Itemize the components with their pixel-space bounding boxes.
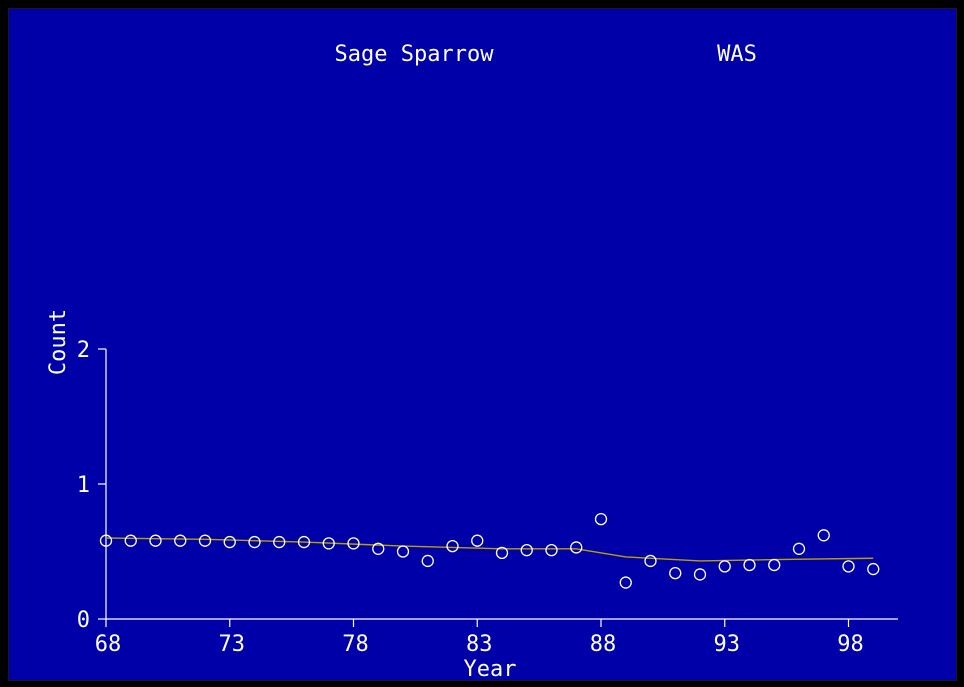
data-point bbox=[495, 546, 509, 559]
data-point bbox=[347, 537, 360, 550]
x-tick-label: 88 bbox=[590, 632, 617, 657]
y-axis-label: Count bbox=[46, 309, 71, 375]
data-point bbox=[471, 534, 484, 547]
x-tick-label: 68 bbox=[95, 632, 122, 657]
data-point bbox=[520, 544, 533, 557]
data-point bbox=[545, 544, 558, 557]
data-point bbox=[446, 539, 459, 553]
data-point bbox=[594, 512, 608, 526]
data-point bbox=[867, 562, 880, 576]
x-tick-label: 78 bbox=[342, 632, 369, 657]
plot-frame bbox=[8, 8, 957, 681]
data-point bbox=[174, 534, 187, 547]
data-point bbox=[693, 568, 707, 581]
trend-line bbox=[105, 537, 874, 562]
y-tick-label: 2 bbox=[77, 338, 90, 363]
data-point bbox=[248, 535, 261, 549]
data-point bbox=[644, 554, 657, 568]
data-point bbox=[718, 560, 731, 573]
data-point bbox=[792, 542, 806, 555]
x-tick-label: 83 bbox=[466, 632, 493, 657]
data-point bbox=[223, 535, 236, 549]
data-point bbox=[842, 560, 855, 573]
data-point bbox=[743, 558, 756, 572]
x-tick-label: 93 bbox=[714, 632, 741, 657]
data-point bbox=[669, 566, 682, 580]
trend-line-path bbox=[105, 537, 874, 562]
data-point bbox=[396, 545, 410, 558]
y-tick-label: 1 bbox=[77, 473, 90, 498]
data-point bbox=[99, 534, 113, 547]
x-axis-label: Year bbox=[464, 657, 517, 682]
chart-subtitle: WAS bbox=[717, 42, 757, 67]
data-point bbox=[570, 541, 583, 554]
y-tick-label: 0 bbox=[77, 608, 90, 633]
data-point bbox=[619, 576, 632, 589]
data-point bbox=[322, 537, 335, 550]
data-point bbox=[297, 535, 311, 549]
ticks: 68 73 78 83 88 93 98 0 1 2 bbox=[77, 338, 864, 657]
data-point bbox=[273, 535, 286, 549]
data-point bbox=[198, 534, 212, 547]
x-tick-label: 98 bbox=[837, 632, 864, 657]
data-points bbox=[99, 512, 880, 589]
data-point bbox=[421, 554, 434, 568]
data-point bbox=[372, 542, 385, 555]
chart-title: Sage Sparrow bbox=[335, 42, 495, 67]
data-point bbox=[149, 534, 162, 547]
data-point bbox=[124, 534, 137, 547]
x-tick-label: 73 bbox=[219, 632, 246, 657]
data-point bbox=[768, 558, 781, 572]
data-point bbox=[817, 529, 830, 542]
axes bbox=[105, 349, 898, 620]
